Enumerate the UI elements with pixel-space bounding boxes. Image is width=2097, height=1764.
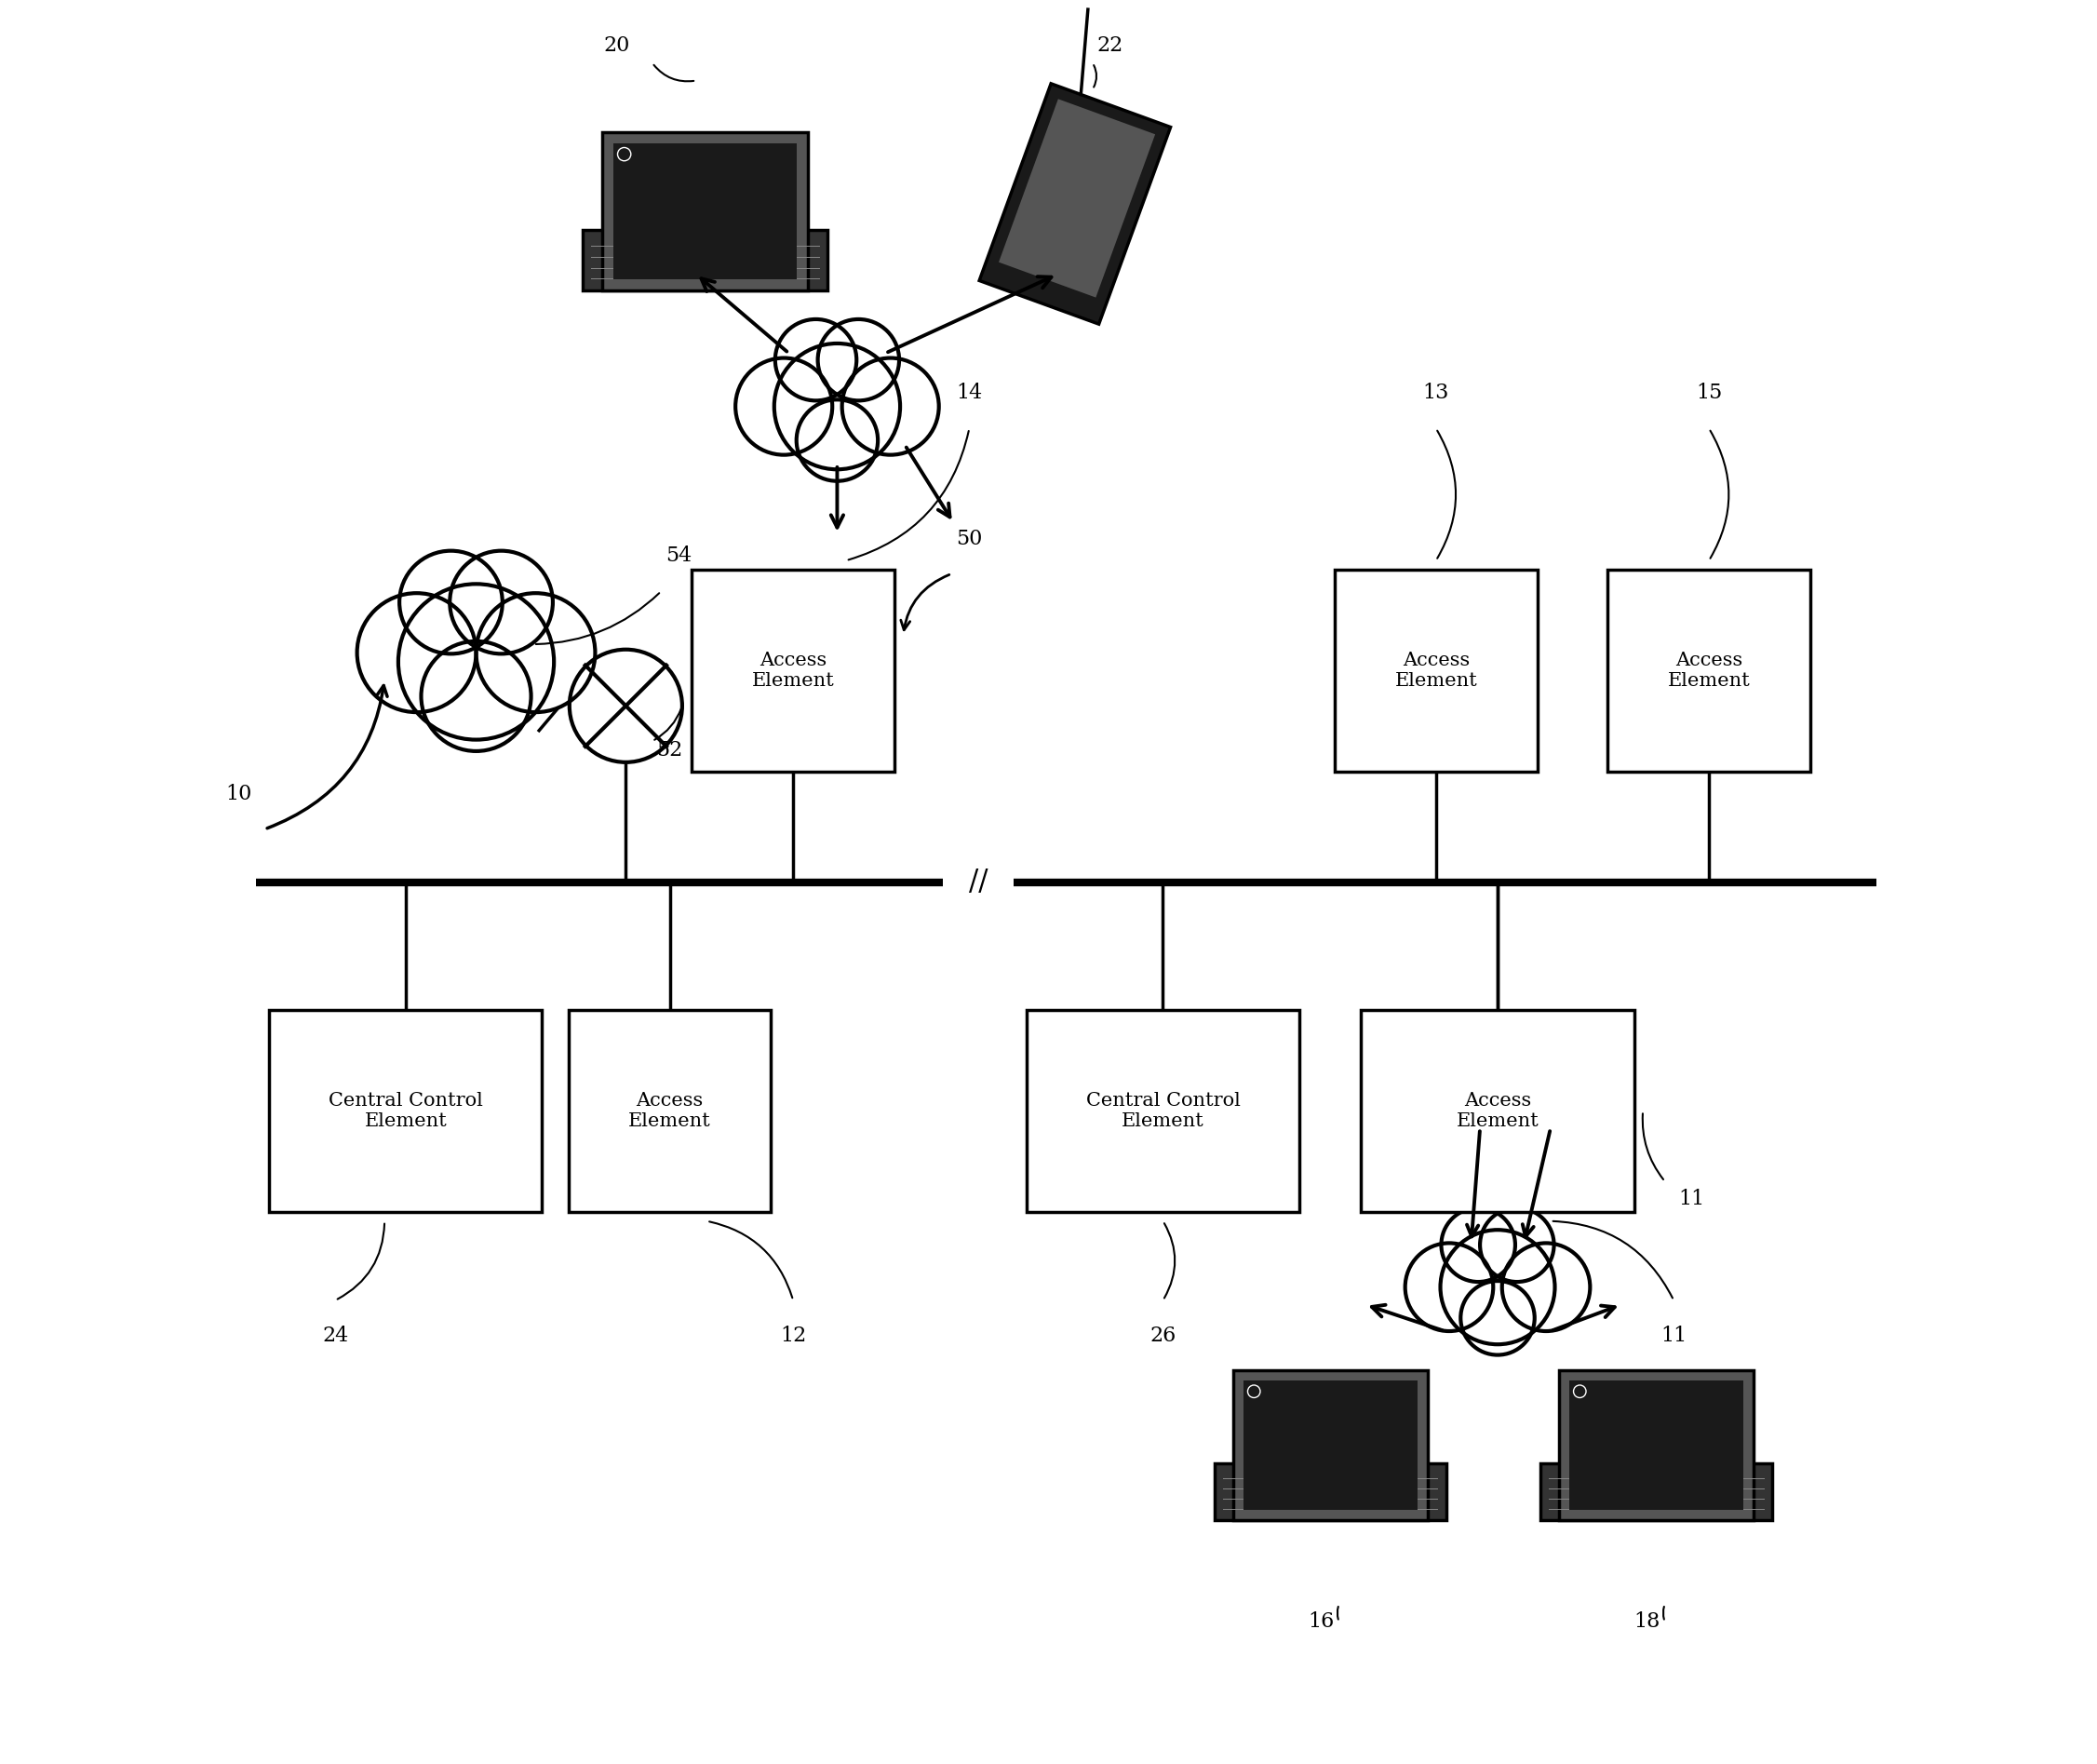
Polygon shape [998, 99, 1155, 298]
FancyBboxPatch shape [1244, 1381, 1418, 1510]
Text: 14: 14 [956, 383, 981, 404]
Text: 13: 13 [1422, 383, 1449, 404]
Text: 10: 10 [224, 783, 252, 804]
Text: 16: 16 [1309, 1612, 1334, 1632]
Text: 11: 11 [1678, 1189, 1705, 1210]
Polygon shape [979, 83, 1170, 325]
FancyBboxPatch shape [692, 570, 895, 773]
Text: 54: 54 [665, 545, 692, 566]
Circle shape [843, 358, 939, 455]
FancyBboxPatch shape [268, 1009, 543, 1212]
Text: //: // [969, 868, 988, 896]
Circle shape [1441, 1230, 1554, 1344]
Circle shape [774, 344, 900, 469]
Text: Central Control
Element: Central Control Element [329, 1092, 482, 1131]
Circle shape [356, 593, 476, 713]
Text: 24: 24 [323, 1325, 348, 1346]
Circle shape [449, 550, 554, 654]
Text: Access
Element: Access Element [629, 1092, 711, 1131]
Circle shape [398, 550, 503, 654]
FancyBboxPatch shape [1608, 570, 1810, 773]
Text: Access
Element: Access Element [1395, 651, 1476, 690]
Circle shape [421, 642, 531, 751]
Circle shape [818, 319, 900, 400]
FancyBboxPatch shape [1233, 1371, 1428, 1521]
Circle shape [1441, 1208, 1516, 1282]
Text: Access
Element: Access Element [1667, 651, 1751, 690]
Text: 52: 52 [656, 739, 684, 760]
Text: Access
Element: Access Element [753, 651, 835, 690]
Text: 22: 22 [1097, 35, 1124, 56]
Text: 15: 15 [1696, 383, 1722, 404]
Text: 50: 50 [956, 527, 983, 549]
FancyBboxPatch shape [1539, 1464, 1772, 1521]
FancyBboxPatch shape [1334, 570, 1537, 773]
FancyBboxPatch shape [1214, 1464, 1447, 1521]
Circle shape [1405, 1244, 1493, 1332]
Text: 12: 12 [780, 1325, 805, 1346]
Text: Access
Element: Access Element [1455, 1092, 1539, 1131]
Text: Central Control
Element: Central Control Element [1086, 1092, 1239, 1131]
Text: 18: 18 [1634, 1612, 1661, 1632]
Circle shape [476, 593, 596, 713]
Circle shape [776, 319, 856, 400]
Circle shape [1480, 1208, 1554, 1282]
FancyBboxPatch shape [612, 143, 797, 279]
FancyBboxPatch shape [583, 231, 828, 291]
Text: 20: 20 [604, 35, 631, 56]
FancyBboxPatch shape [1558, 1371, 1753, 1521]
Circle shape [797, 400, 879, 482]
FancyBboxPatch shape [1361, 1009, 1634, 1212]
Text: 11: 11 [1661, 1325, 1686, 1346]
Text: 26: 26 [1149, 1325, 1176, 1346]
Circle shape [736, 358, 833, 455]
Circle shape [1501, 1244, 1590, 1332]
FancyBboxPatch shape [568, 1009, 772, 1212]
FancyBboxPatch shape [1569, 1381, 1743, 1510]
Circle shape [398, 584, 554, 739]
FancyBboxPatch shape [602, 132, 807, 291]
FancyBboxPatch shape [1028, 1009, 1300, 1212]
Circle shape [1462, 1281, 1535, 1355]
